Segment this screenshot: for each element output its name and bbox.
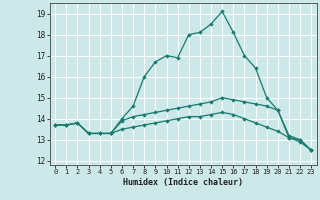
X-axis label: Humidex (Indice chaleur): Humidex (Indice chaleur) <box>123 178 243 187</box>
